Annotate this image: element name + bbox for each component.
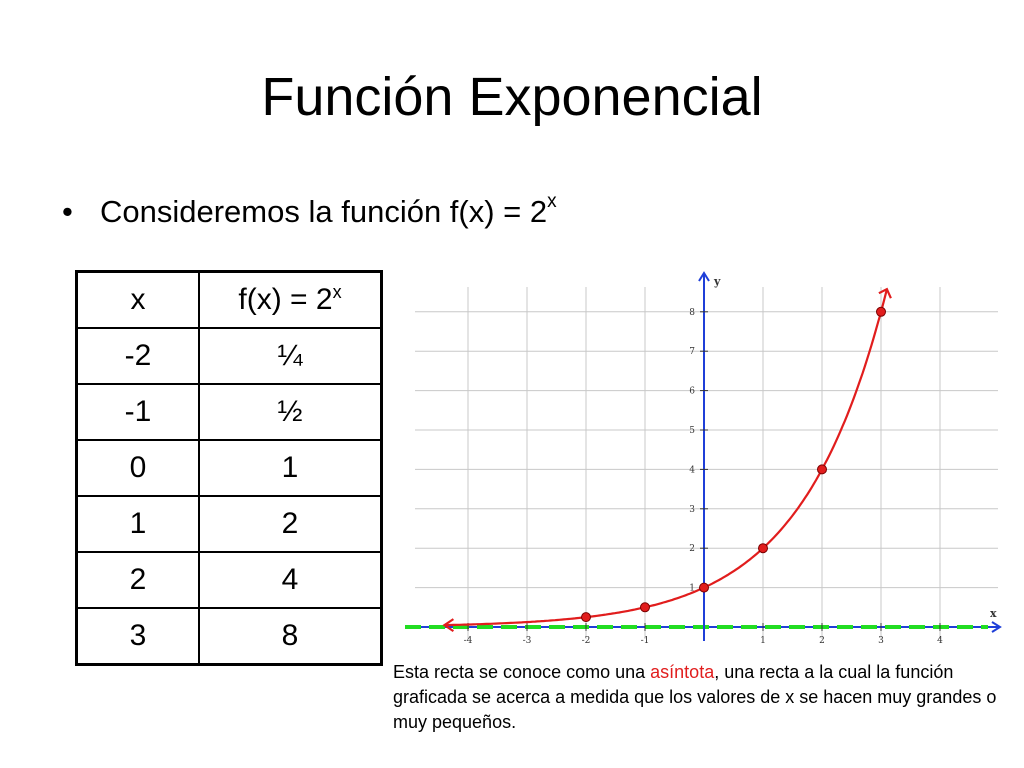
- cell-x: -1: [75, 383, 200, 441]
- bullet-item: • Consideremos la función f(x) = 2x: [62, 190, 557, 234]
- y-tick-label: 2: [689, 544, 695, 554]
- cell-x: 0: [75, 439, 200, 497]
- curve-right-arrow-icon: [878, 287, 892, 299]
- header-fx-base: f(x) = 2: [238, 283, 333, 316]
- data-point: [640, 602, 650, 613]
- cell-x: 1: [75, 495, 200, 553]
- x-tick-label: -4: [464, 636, 473, 646]
- cell-fx: 1: [198, 439, 383, 497]
- header-fx: f(x) = 2x: [198, 270, 383, 329]
- data-point: [758, 543, 768, 554]
- header-fx-exponent: x: [332, 282, 342, 302]
- y-tick-label: 5: [689, 426, 695, 436]
- data-point: [699, 582, 709, 593]
- cell-fx: ¼: [198, 327, 383, 385]
- cell-fx: ½: [198, 383, 383, 441]
- x-tick-label: -2: [582, 636, 591, 646]
- x-tick-label: -1: [641, 636, 650, 646]
- cell-fx: 8: [198, 607, 383, 666]
- slide-title: Función Exponencial: [261, 67, 763, 127]
- table-row: -1 ½: [75, 383, 383, 441]
- exponential-graph: -4 -3 -2 -1 1 2 3 4 1 2 3 4 5 6 7 8 x y: [405, 271, 1002, 646]
- y-axis-arrow-icon: [698, 271, 710, 282]
- curve-left-arrow-icon: [442, 618, 455, 633]
- table-row: -2 ¼: [75, 327, 383, 385]
- x-tick-label: 2: [819, 636, 825, 646]
- x-tick-label: 1: [760, 636, 766, 646]
- asymptote-caption: Esta recta se conoce como una asíntota, …: [393, 660, 1018, 735]
- function-curve: [444, 288, 888, 627]
- cell-fx: 2: [198, 495, 383, 553]
- caption-text-after: , una recta a la cual la función grafica…: [393, 662, 997, 732]
- caption-text-before: Esta recta se conoce como una: [393, 662, 651, 682]
- cell-fx: 4: [198, 551, 383, 609]
- y-tick-label: 4: [689, 465, 695, 475]
- cell-x: -2: [75, 327, 200, 385]
- x-tick-label: 4: [937, 636, 943, 646]
- y-tick-label: 3: [689, 505, 695, 515]
- bullet-dot-icon: •: [62, 194, 73, 229]
- x-axis-label: x: [990, 607, 997, 620]
- data-point: [581, 612, 591, 623]
- y-axis-label: y: [713, 275, 721, 288]
- y-tick-label: 1: [689, 584, 695, 594]
- y-tick-label: 7: [689, 347, 695, 357]
- cell-x: 3: [75, 607, 200, 666]
- x-tick-label: 3: [878, 636, 884, 646]
- data-point: [876, 306, 886, 317]
- data-point: [817, 464, 827, 475]
- y-tick-label: 8: [689, 308, 695, 318]
- bullet-exponent: x: [547, 190, 557, 212]
- y-tick-label: 6: [689, 387, 695, 397]
- x-axis-arrow-icon: [991, 621, 1002, 633]
- bullet-text: Consideremos la función f(x) = 2: [100, 194, 548, 229]
- caption-highlight: asíntota: [650, 662, 715, 682]
- x-tick-label: -3: [523, 636, 532, 646]
- header-x: x: [75, 270, 200, 329]
- table-header-row: x f(x) = 2x: [75, 270, 383, 329]
- cell-x: 2: [75, 551, 200, 609]
